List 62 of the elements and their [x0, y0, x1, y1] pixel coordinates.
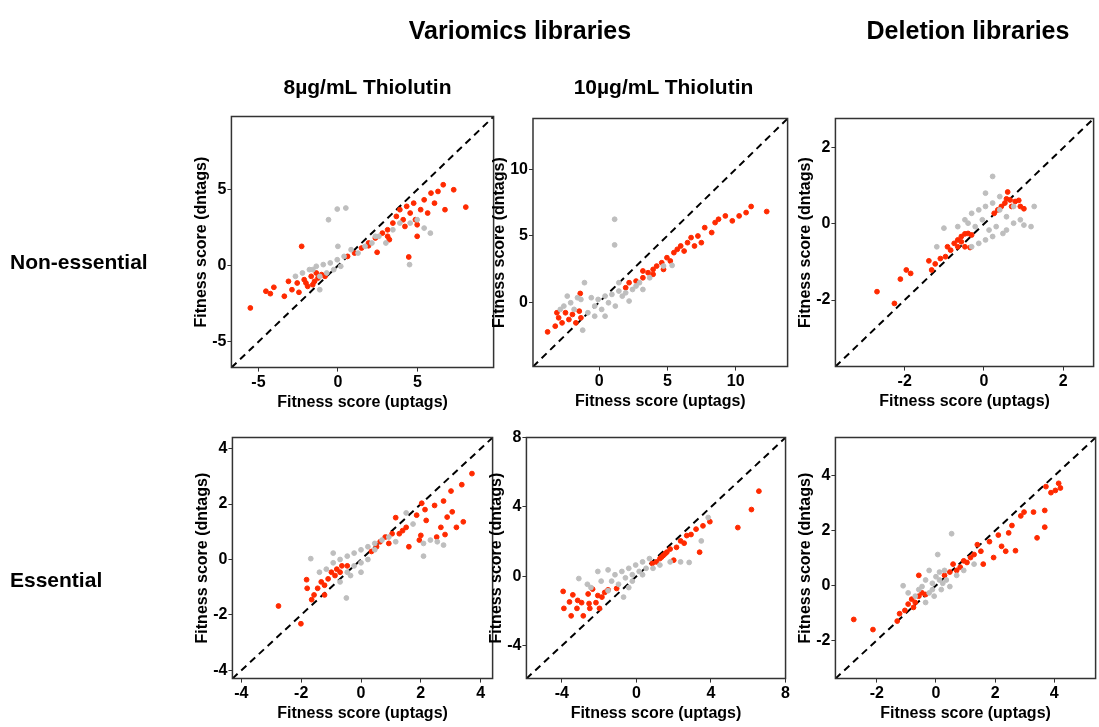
y-tick-label: 0	[512, 566, 522, 584]
y-tick-label: -4	[213, 660, 228, 678]
x-axis-title: Fitness score (uptags)	[277, 703, 448, 721]
chart-subtitle: 10µg/mL Thiolutin	[573, 75, 754, 99]
x-tick-label: 0	[333, 372, 343, 390]
x-tick-label: -4	[554, 683, 570, 701]
x-tick-label: 10	[726, 371, 745, 389]
x-tick-label: -2	[294, 683, 309, 701]
y-tick-label: 0	[821, 214, 831, 232]
text: Non-essential	[10, 250, 148, 274]
x-axis-title: Fitness score (uptags)	[879, 391, 1050, 409]
y-tick-label: 2	[218, 494, 228, 512]
y-axis-title: Fitness score (dntags)	[490, 157, 508, 328]
y-axis-title: Fitness score (dntags)	[192, 156, 210, 328]
x-tick-label: 5	[412, 372, 422, 390]
y-axis-title: Fitness score (dntags)	[796, 472, 814, 644]
text: Essential	[10, 568, 103, 592]
y-tick-label: -2	[213, 605, 228, 623]
x-axis-title: Fitness score (uptags)	[570, 703, 742, 721]
x-tick-label: 4	[476, 683, 486, 701]
x-axis-title: Fitness score (uptags)	[574, 391, 746, 409]
chart-title: Deletion libraries	[866, 15, 1070, 45]
y-tick-label: 0	[519, 292, 529, 310]
x-tick-label: 8	[781, 683, 791, 701]
x-tick-label: -4	[234, 683, 249, 701]
y-tick-label: -5	[212, 332, 227, 350]
x-axis-title: Fitness score (uptags)	[880, 703, 1051, 721]
y-tick-label: 0	[218, 549, 228, 567]
chart-subtitle: 8µg/mL Thiolutin	[283, 75, 452, 99]
x-tick-label: 4	[1049, 683, 1059, 701]
y-tick-label: -2	[816, 290, 831, 308]
y-tick-label: 5	[519, 226, 529, 244]
y-tick-label: 4	[218, 439, 228, 457]
x-tick-label: 0	[356, 683, 366, 701]
y-tick-label: 2	[821, 521, 831, 539]
y-tick-label: 8	[512, 428, 522, 446]
y-tick-label: 10	[510, 159, 529, 177]
y-axis-title: Fitness score (dntags)	[796, 157, 814, 328]
y-axis-title: Fitness score (dntags)	[487, 472, 505, 644]
x-tick-label: -5	[251, 372, 266, 390]
y-tick-label: 2	[821, 138, 831, 156]
x-tick-label: 0	[931, 683, 941, 701]
y-tick-label: 5	[217, 180, 227, 198]
y-tick-label: 4	[512, 497, 522, 515]
x-tick-label: 2	[416, 683, 426, 701]
x-tick-label: 2	[990, 683, 1000, 701]
y-tick-label: 4	[821, 466, 831, 484]
x-tick-label: 0	[631, 683, 641, 701]
y-axis-title: Fitness score (dntags)	[193, 472, 211, 644]
x-tick-label: -2	[869, 683, 885, 701]
y-tick-label: 0	[821, 575, 831, 593]
x-tick-label: 0	[594, 371, 604, 389]
y-tick-label: -4	[507, 636, 522, 654]
x-tick-label: 2	[1058, 371, 1068, 389]
x-tick-label: 5	[663, 371, 673, 389]
x-tick-label: -2	[897, 371, 912, 389]
chart-title: Variomics libraries	[408, 15, 632, 45]
x-axis-title: Fitness score (uptags)	[277, 392, 448, 410]
x-tick-label: 0	[979, 371, 989, 389]
y-tick-label: 0	[217, 256, 227, 274]
y-tick-label: -2	[816, 630, 831, 648]
x-tick-label: 4	[706, 683, 716, 701]
